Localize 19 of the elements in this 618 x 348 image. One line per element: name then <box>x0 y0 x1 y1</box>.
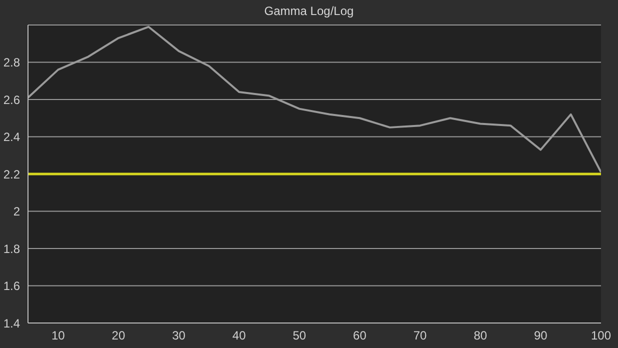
y-tick-label: 2.8 <box>3 56 20 70</box>
x-tick-label: 10 <box>51 328 66 343</box>
x-tick-label: 50 <box>292 328 306 343</box>
chart-title: Gamma Log/Log <box>263 4 355 18</box>
y-tick-label: 2.2 <box>3 167 20 182</box>
y-tick-label: 2 <box>13 204 20 219</box>
x-tick-label: 60 <box>353 328 367 343</box>
x-tick-label: 30 <box>172 328 186 343</box>
x-tick-label: 20 <box>112 328 126 343</box>
x-tick-label: 40 <box>232 328 246 343</box>
x-tick-label: 100 <box>590 328 612 343</box>
y-tick-label: 1.6 <box>3 279 20 294</box>
x-tick-label: 80 <box>474 328 488 343</box>
y-tick-label: 2.6 <box>3 92 20 107</box>
y-tick-label: 2.4 <box>3 130 20 144</box>
x-tick-label: 70 <box>413 328 428 343</box>
y-tick-label: 1.8 <box>3 242 20 256</box>
x-tick-label: 90 <box>534 328 548 343</box>
y-tick-label: 1.4 <box>3 316 20 330</box>
